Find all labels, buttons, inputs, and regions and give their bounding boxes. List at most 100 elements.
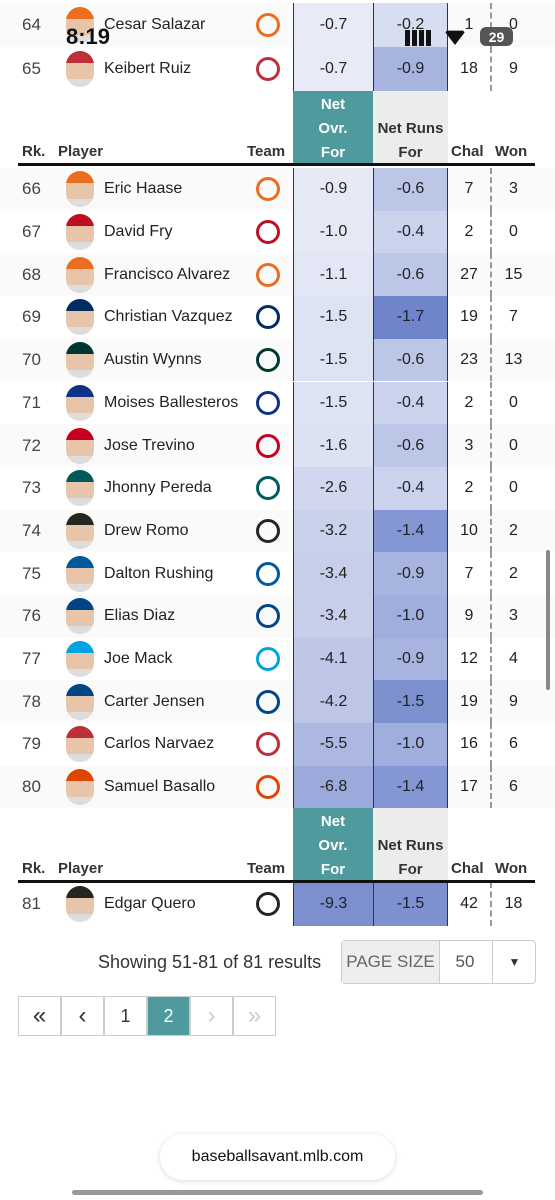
page-button[interactable]: 1 bbox=[104, 996, 147, 1036]
team-logo bbox=[256, 433, 280, 458]
header-cell: Won bbox=[495, 143, 528, 160]
player-photo bbox=[66, 726, 94, 763]
cell: 0 bbox=[490, 381, 535, 425]
photo-shirt bbox=[66, 498, 94, 507]
player-photo bbox=[66, 512, 94, 549]
photo-shirt bbox=[66, 370, 94, 379]
cell: -4.1 bbox=[293, 637, 373, 681]
table-row: 73 Jhonny Pereda -2.6 -0.4 2 0 bbox=[0, 466, 555, 510]
cell: 3 bbox=[490, 595, 535, 638]
cell: 7 bbox=[490, 296, 535, 339]
cell: -3.2 bbox=[293, 509, 373, 553]
cell: -0.7 bbox=[293, 3, 373, 47]
page-size-label: PAGE SIZE bbox=[342, 941, 440, 983]
cell: -5.5 bbox=[293, 723, 373, 766]
cell: -0.7 bbox=[293, 47, 373, 91]
cell: 17 bbox=[460, 778, 478, 796]
header-cell: Team bbox=[247, 860, 286, 877]
cell: -1.6 bbox=[293, 424, 373, 467]
cell: -0.4 bbox=[373, 466, 448, 510]
team-logo bbox=[256, 13, 280, 37]
page-button[interactable]: › bbox=[190, 996, 233, 1036]
cell: 12 bbox=[460, 650, 478, 668]
table-row: 64 Cesar Salazar -0.7 -0.2 1 0 bbox=[0, 3, 555, 47]
table-row: 78 Carter Jensen -4.2 -1.5 19 9 bbox=[0, 680, 555, 724]
cell: 80 bbox=[22, 777, 41, 797]
cell: 77 bbox=[22, 649, 41, 669]
cell: -6.8 bbox=[293, 765, 373, 809]
cell: -0.9 bbox=[293, 168, 373, 211]
cell: 69 bbox=[22, 307, 41, 327]
cell: -1.5 bbox=[293, 338, 373, 382]
cell: -4.2 bbox=[293, 680, 373, 724]
page-size-control[interactable]: PAGE SIZE 50 ▼ bbox=[341, 940, 536, 984]
signal-icon bbox=[405, 30, 431, 46]
cell: -0.9 bbox=[373, 552, 448, 595]
runs-header-bg bbox=[373, 91, 448, 165]
team-logo bbox=[256, 476, 280, 501]
cell: Eric Haase bbox=[104, 180, 183, 198]
cell: 68 bbox=[22, 264, 41, 284]
cell: Jhonny Pereda bbox=[104, 479, 212, 497]
photo-cap bbox=[66, 256, 94, 269]
photo-shirt bbox=[66, 583, 94, 592]
cell: Elias Diaz bbox=[104, 607, 176, 625]
cell: 7 bbox=[464, 180, 474, 198]
page-button[interactable]: » bbox=[233, 996, 276, 1036]
cell: 2 bbox=[464, 223, 474, 241]
cell: Moises Ballesteros bbox=[104, 393, 239, 411]
cell: 0 bbox=[490, 3, 535, 47]
cell: 75 bbox=[22, 563, 41, 583]
table-row: 71 Moises Ballesteros -1.5 -0.4 2 0 bbox=[0, 381, 555, 425]
cell: -1.1 bbox=[293, 253, 373, 297]
cell: David Fry bbox=[104, 223, 173, 241]
cell: 65 bbox=[22, 59, 41, 78]
player-photo bbox=[66, 555, 94, 592]
cell: -0.4 bbox=[373, 381, 448, 425]
cell: 64 bbox=[22, 15, 41, 34]
photo-cap bbox=[66, 512, 94, 525]
url-pill[interactable]: baseballsavant.mlb.com bbox=[160, 1134, 395, 1180]
cell: -1.4 bbox=[373, 509, 448, 553]
page-button[interactable]: ‹ bbox=[61, 996, 104, 1036]
home-indicator bbox=[72, 1190, 483, 1195]
photo-cap bbox=[66, 51, 94, 63]
photo-shirt bbox=[66, 754, 94, 763]
cell: -1.5 bbox=[373, 882, 448, 926]
photo-cap bbox=[66, 683, 94, 696]
cell: 0 bbox=[490, 424, 535, 467]
team-logo bbox=[256, 177, 280, 202]
header-cell: Net Runs For bbox=[377, 837, 444, 878]
cell: -1.5 bbox=[293, 381, 373, 425]
team-logo bbox=[256, 348, 280, 373]
team-logo bbox=[256, 262, 280, 287]
photo-shirt bbox=[66, 35, 94, 43]
page-button[interactable]: « bbox=[18, 996, 61, 1036]
cell: -1.5 bbox=[373, 680, 448, 724]
player-photo bbox=[66, 384, 94, 421]
player-photo bbox=[66, 641, 94, 678]
cell: 13 bbox=[490, 338, 535, 382]
cell: -0.9 bbox=[373, 637, 448, 681]
cell: 2 bbox=[490, 552, 535, 595]
cell: Carter Jensen bbox=[104, 692, 205, 710]
header-row bbox=[0, 91, 555, 165]
cell: 6 bbox=[490, 765, 535, 809]
table-row: 66 Eric Haase -0.9 -0.6 7 3 bbox=[0, 168, 555, 211]
header-rule bbox=[18, 880, 535, 883]
cell: 73 bbox=[22, 478, 41, 498]
header-rule bbox=[18, 163, 535, 166]
cell: 7 bbox=[464, 564, 474, 582]
cell: 18 bbox=[490, 882, 535, 926]
photo-shirt bbox=[66, 327, 94, 336]
player-photo bbox=[66, 683, 94, 720]
table-row: 80 Samuel Basallo -6.8 -1.4 17 6 bbox=[0, 765, 555, 809]
photo-shirt bbox=[66, 199, 94, 208]
team-logo bbox=[256, 518, 280, 543]
photo-shirt bbox=[66, 669, 94, 678]
photo-cap bbox=[66, 769, 94, 782]
page-button[interactable]: 2 bbox=[147, 996, 190, 1036]
cell: -1.7 bbox=[373, 296, 448, 339]
photo-cap bbox=[66, 171, 94, 184]
photo-shirt bbox=[66, 79, 94, 87]
